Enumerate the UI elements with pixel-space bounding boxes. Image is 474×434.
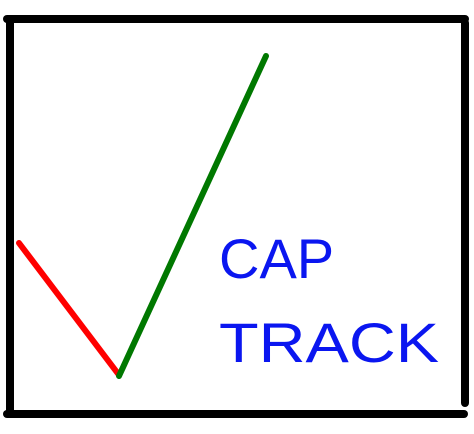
logo-text-track: TRACK [219,311,439,374]
logo-text-cap: CAP [219,227,334,290]
check-left-stroke [16,240,122,378]
check-right-stroke [116,53,269,379]
